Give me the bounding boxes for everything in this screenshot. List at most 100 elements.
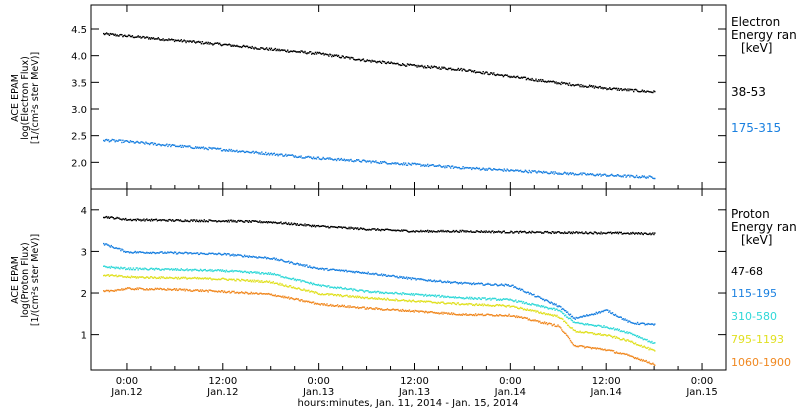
data-point xyxy=(111,138,113,141)
data-point xyxy=(126,276,128,279)
data-point xyxy=(149,142,152,144)
data-point xyxy=(399,275,401,278)
data-point xyxy=(505,170,507,172)
data-point xyxy=(217,220,219,223)
data-point xyxy=(265,293,267,295)
data-point xyxy=(284,261,286,263)
data-point xyxy=(419,163,421,165)
data-point xyxy=(400,163,402,165)
data-point xyxy=(299,263,301,265)
data-point xyxy=(609,232,611,234)
data-point xyxy=(322,225,324,227)
data-point xyxy=(325,158,327,160)
data-point xyxy=(270,221,273,223)
data-point xyxy=(643,175,645,177)
data-point xyxy=(318,293,320,295)
data-point xyxy=(446,281,448,284)
data-point xyxy=(580,322,582,325)
data-point xyxy=(149,288,152,291)
data-point xyxy=(417,278,419,280)
data-point xyxy=(508,285,510,287)
data-point xyxy=(389,309,391,311)
data-point xyxy=(206,220,208,223)
data-point xyxy=(611,328,613,330)
data-point xyxy=(558,305,560,307)
data-point xyxy=(491,169,493,171)
data-point xyxy=(504,314,506,316)
data-point xyxy=(474,297,477,299)
data-point xyxy=(327,293,329,295)
data-point xyxy=(617,352,620,354)
electron-legend-title: Electron xyxy=(731,15,780,29)
data-point xyxy=(463,303,465,306)
data-point xyxy=(550,80,552,83)
data-point xyxy=(400,299,402,302)
data-point xyxy=(123,288,125,290)
data-point xyxy=(484,314,486,317)
data-point xyxy=(179,277,182,280)
data-point xyxy=(491,298,493,300)
x-tick-time-label: 0:00 xyxy=(691,376,713,387)
data-point xyxy=(204,42,206,44)
data-point xyxy=(169,143,171,146)
data-point xyxy=(171,38,173,40)
data-point xyxy=(491,314,493,316)
data-point xyxy=(608,175,610,177)
data-point xyxy=(277,283,279,285)
data-point xyxy=(133,36,136,39)
data-point xyxy=(406,310,409,312)
data-point xyxy=(499,169,502,171)
data-point xyxy=(570,319,573,321)
data-point xyxy=(134,288,136,290)
data-point xyxy=(572,329,574,331)
data-point xyxy=(104,216,107,218)
data-point xyxy=(568,317,571,319)
data-point xyxy=(123,35,125,37)
data-point xyxy=(120,266,122,268)
data-point xyxy=(529,231,531,234)
data-point xyxy=(473,231,476,233)
data-point xyxy=(286,155,288,157)
data-point xyxy=(120,275,122,277)
data-point xyxy=(218,148,220,150)
data-point xyxy=(252,255,254,258)
data-point xyxy=(314,51,317,54)
data-point xyxy=(465,303,467,306)
data-point xyxy=(380,161,382,163)
data-point xyxy=(330,303,332,306)
data-point xyxy=(577,321,579,324)
data-point xyxy=(622,318,624,320)
data-point xyxy=(583,345,585,348)
data-point xyxy=(618,352,620,355)
data-point xyxy=(569,84,572,86)
data-point xyxy=(323,54,325,56)
data-point xyxy=(118,247,120,250)
data-point xyxy=(456,281,459,284)
data-point xyxy=(191,253,193,255)
data-point xyxy=(505,306,507,308)
data-point xyxy=(220,290,223,292)
data-point xyxy=(242,220,244,223)
data-point xyxy=(299,223,301,226)
data-point xyxy=(284,222,286,225)
data-point xyxy=(176,278,179,280)
data-point xyxy=(595,325,597,327)
data-point xyxy=(645,347,647,349)
data-point xyxy=(342,55,344,58)
data-point xyxy=(121,248,123,250)
data-point xyxy=(184,145,186,147)
data-point xyxy=(303,157,305,159)
data-point xyxy=(625,332,627,334)
data-point xyxy=(374,273,376,275)
data-point xyxy=(576,345,578,347)
data-point xyxy=(537,310,539,313)
data-point xyxy=(565,321,567,324)
data-point xyxy=(461,167,463,170)
data-point xyxy=(543,81,546,83)
data-point xyxy=(420,65,422,68)
data-point xyxy=(470,282,472,284)
data-point xyxy=(288,286,290,288)
data-point xyxy=(578,316,580,319)
data-point xyxy=(651,323,653,325)
data-point xyxy=(607,327,609,329)
